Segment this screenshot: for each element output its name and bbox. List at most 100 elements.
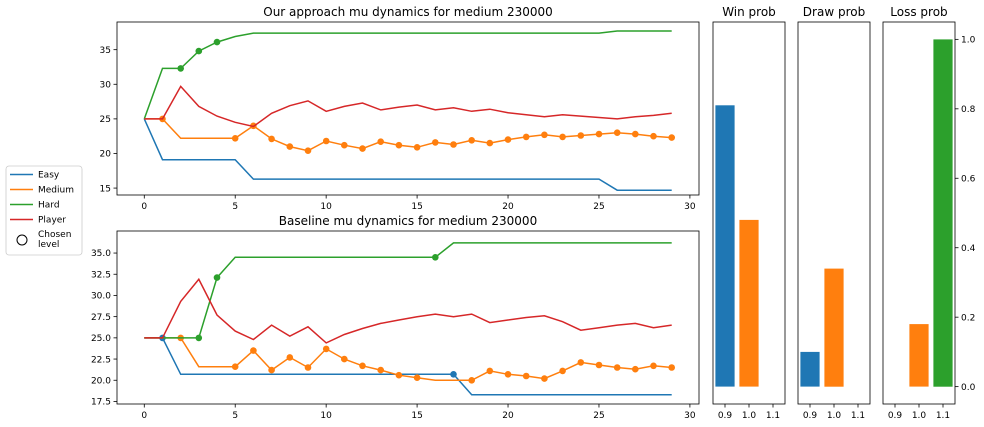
chosen-point-medium (322, 137, 330, 145)
chosen-point-medium (522, 372, 530, 380)
x-tick-label: 15 (411, 411, 422, 421)
chosen-point-medium (231, 363, 239, 371)
y-tick-label: 0.0 (961, 383, 976, 393)
y-tick-label: 15 (100, 184, 111, 194)
x-tick-label: 5 (232, 202, 238, 212)
chart-title: Our approach mu dynamics for medium 2300… (263, 5, 553, 19)
legend-label-chosen-level: Chosen level (38, 230, 71, 250)
y-tick-label: 1.0 (961, 36, 976, 46)
chosen-point-medium (613, 364, 621, 371)
chosen-point-medium (577, 359, 585, 366)
legend: Easy Medium Hard Player Chosen level (5, 165, 83, 256)
y-tick-label: 25.0 (91, 334, 111, 344)
y-tick-label: 25 (100, 115, 111, 125)
plot-frame (116, 230, 700, 405)
chosen-point-medium (359, 145, 366, 152)
x-tick-label: 1.0 (742, 411, 757, 421)
chosen-point-medium (632, 130, 639, 138)
x-tick-label: 20 (502, 411, 514, 421)
chosen-point-medium (559, 367, 566, 375)
x-tick-label: 1.0 (912, 411, 927, 421)
chosen-point-medium (432, 139, 439, 146)
chosen-point-medium (650, 362, 657, 370)
chosen-point-medium (395, 371, 403, 379)
y-tick-label: 22.5 (91, 355, 111, 365)
chosen-point-medium (341, 355, 348, 363)
y-tick-label: 0.4 (961, 244, 976, 254)
series-line-player (144, 85, 672, 128)
chosen-point-medium (559, 133, 566, 141)
y-tick-label: 35.0 (91, 249, 111, 259)
plot-frame (116, 21, 700, 196)
legend-marker-chosen-level (16, 234, 28, 246)
legend-label-easy: Easy (38, 171, 60, 181)
x-tick-label: 0 (141, 411, 147, 421)
chosen-point-medium (268, 135, 275, 143)
bar-chart-loss-prob: 0.9 1.0 1.1 0.0 0.2 0.4 0.6 0.8 1.0 Loss prob (882, 5, 976, 421)
chosen-point-medium (250, 347, 257, 354)
x-tick-label: 0.9 (888, 411, 903, 421)
series-line-medium (144, 118, 672, 152)
series-line-easy (143, 118, 672, 191)
x-tick-label: 30 (684, 202, 696, 212)
y-tick-label: 27.5 (91, 313, 111, 323)
chosen-point-medium (486, 139, 494, 147)
chosen-point-medium (286, 354, 294, 361)
chosen-point-hard (195, 47, 203, 55)
legend-label-hard: Hard (38, 201, 60, 211)
y-tick-label: 20 (100, 150, 112, 160)
series-line-hard (144, 242, 672, 339)
x-tick-label: 0.9 (803, 411, 818, 421)
chosen-point-hard (432, 253, 439, 261)
chosen-point-medium (504, 136, 512, 143)
x-tick-label: 10 (320, 202, 332, 212)
bar-1-1 (933, 39, 953, 387)
chosen-point-hard (213, 38, 221, 46)
chosen-point-hard (195, 334, 203, 342)
chosen-point-medium (413, 144, 421, 151)
line-chart-baseline: 0 5 10 15 20 25 30 17.5 20.0 22.5 25.0 27.5 30.0 32.5… (91, 214, 700, 421)
chosen-point-medium (286, 143, 294, 150)
x-tick-label: 0 (141, 202, 147, 212)
x-tick-label: 5 (232, 411, 238, 421)
x-tick-label: 1.0 (827, 411, 842, 421)
bar-1 (739, 219, 759, 387)
chart-title: Draw prob (803, 5, 865, 19)
chosen-point-medium (595, 361, 603, 369)
chosen-point-medium (468, 377, 476, 384)
y-tick-label: 20.0 (91, 376, 111, 386)
chosen-point-medium (668, 134, 675, 141)
chosen-point-medium (377, 138, 385, 145)
y-tick-label: 0.2 (961, 313, 975, 323)
x-tick-label: 20 (502, 202, 514, 212)
chosen-point-medium (577, 132, 585, 139)
bar-chart-draw-prob: 0.9 1.0 1.1 Draw prob (797, 5, 871, 421)
x-tick-label: 30 (684, 411, 696, 421)
chosen-point-medium (486, 367, 494, 375)
bar-chart-win-prob: 0.9 1.0 1.1 Win prob (712, 5, 786, 421)
x-tick-label: 1.1 (766, 411, 780, 421)
y-tick-label: 17.5 (91, 398, 111, 408)
chosen-point-medium (504, 371, 512, 378)
x-tick-label: 0.9 (718, 411, 733, 421)
chart-title: Win prob (722, 5, 776, 19)
chosen-point-medium (541, 375, 548, 382)
series-line-player (144, 277, 672, 344)
line-chart-ours: 0 5 10 15 20 25 30 15 20 25 30 35 Our approach mu dy… (100, 5, 700, 212)
chosen-point-medium (341, 141, 348, 149)
bar-1 (909, 324, 929, 387)
legend-box (5, 165, 83, 256)
chosen-point-medium (650, 132, 657, 140)
chosen-point-medium (359, 362, 366, 370)
y-tick-label: 0.6 (961, 174, 976, 184)
y-tick-label: 35 (100, 46, 111, 56)
x-tick-label: 1.1 (851, 411, 865, 421)
y-tick-label: 0.8 (961, 105, 976, 115)
legend-label-medium: Medium (38, 186, 74, 196)
series-line-hard (143, 30, 672, 120)
chosen-point-medium (595, 130, 603, 138)
chosen-point-medium (268, 366, 275, 374)
chart-title: Baseline mu dynamics for medium 230000 (279, 214, 537, 228)
x-tick-label: 15 (411, 202, 422, 212)
chosen-point-medium (468, 137, 476, 144)
